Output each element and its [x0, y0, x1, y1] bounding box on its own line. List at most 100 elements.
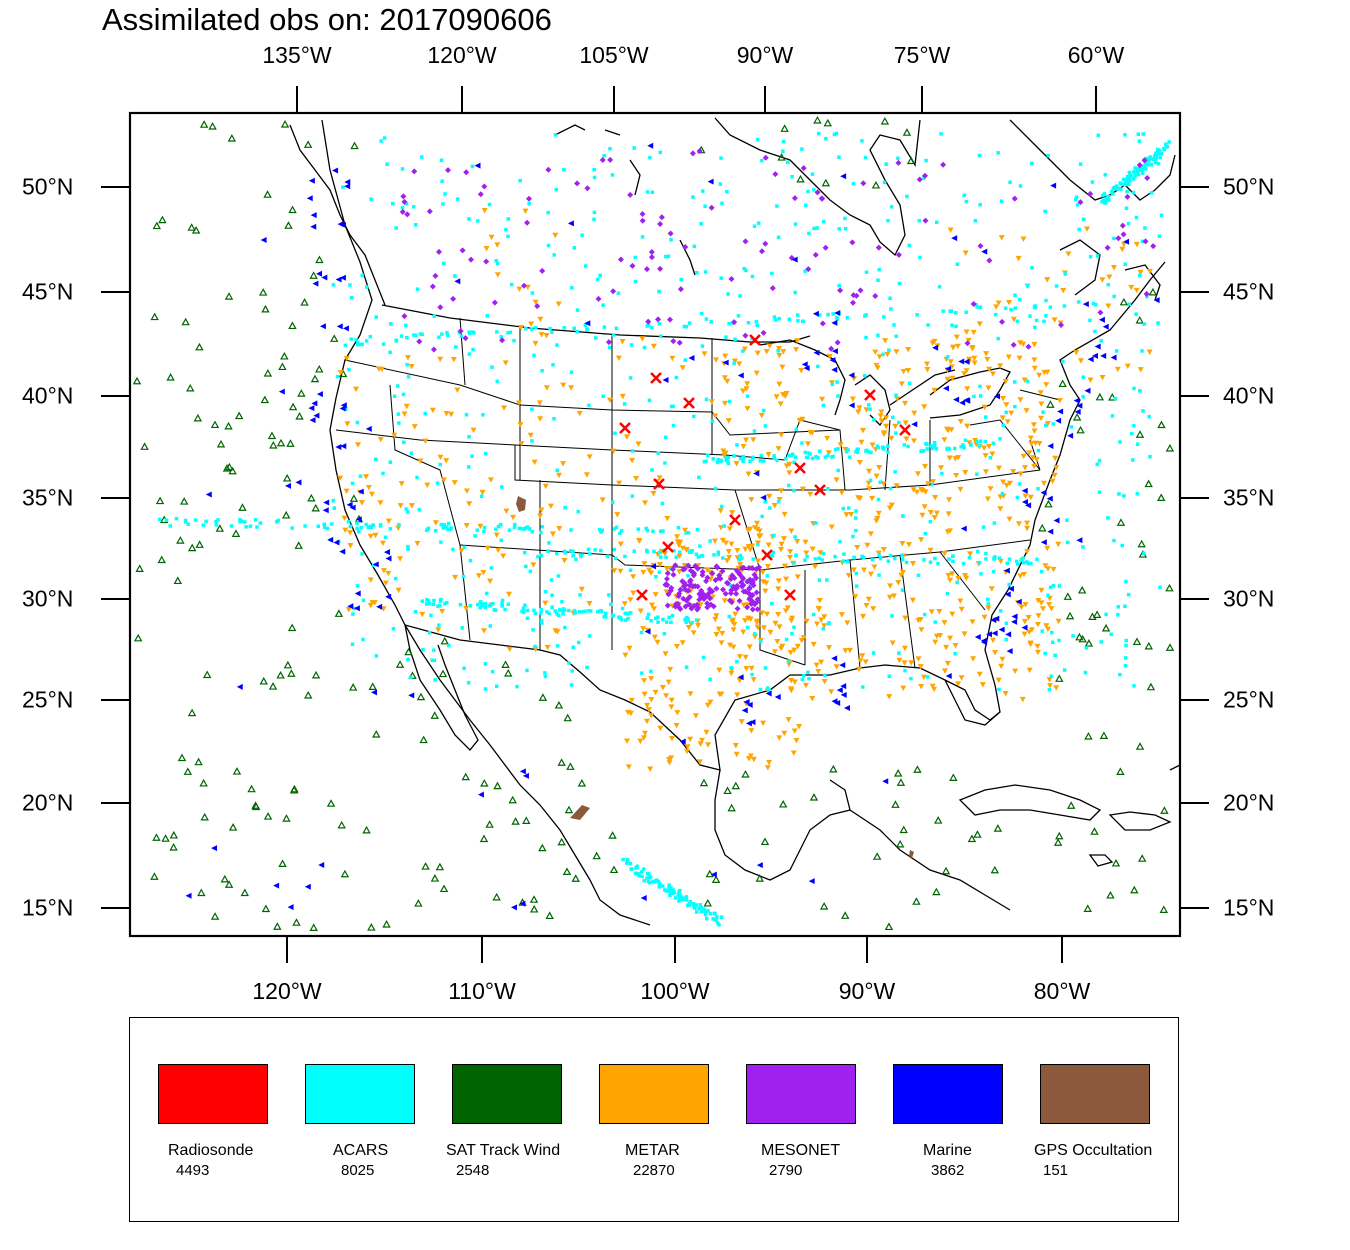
mesonet-marker — [728, 275, 735, 282]
mesonet-marker — [1104, 244, 1111, 251]
acars-marker — [592, 167, 596, 172]
metar-marker — [997, 363, 1004, 369]
metar-marker — [1120, 241, 1127, 248]
acars-marker — [699, 311, 704, 316]
metar-marker — [766, 493, 773, 500]
marine-marker — [474, 162, 481, 169]
acars-marker — [699, 222, 703, 226]
acars-marker — [1062, 668, 1067, 672]
acars-marker — [361, 637, 365, 642]
sat-track-wind-marker — [1157, 420, 1166, 429]
metar-marker — [913, 489, 920, 495]
acars-marker — [341, 185, 345, 189]
metar-marker — [984, 357, 991, 363]
acars-marker — [524, 564, 528, 569]
acars-marker — [762, 459, 766, 463]
sat-track-wind-marker — [780, 124, 789, 132]
acars-marker — [618, 531, 622, 536]
acars-marker — [992, 556, 996, 561]
gps-occultation-marker — [570, 805, 590, 820]
acars-marker — [571, 549, 575, 554]
acars-marker — [1049, 674, 1053, 679]
metar-marker — [437, 454, 444, 461]
acars-marker — [500, 604, 504, 608]
left-lat-label: 25°N — [22, 686, 74, 713]
metar-marker — [947, 635, 954, 642]
metar-marker — [927, 510, 934, 516]
acars-marker — [498, 522, 503, 527]
metar-marker — [549, 531, 556, 537]
metar-marker — [1137, 269, 1144, 276]
metar-marker — [1055, 618, 1062, 625]
radiosonde-marker — [794, 462, 806, 474]
acars-marker — [826, 453, 830, 458]
metar-marker — [647, 766, 654, 772]
acars-marker — [592, 217, 596, 222]
acars-marker — [1090, 180, 1095, 184]
metar-marker — [623, 434, 630, 440]
metar-marker — [946, 497, 953, 503]
metar-marker — [742, 546, 749, 553]
marine-marker — [774, 693, 781, 700]
acars-marker — [470, 164, 475, 169]
metar-marker — [668, 704, 675, 710]
metar-marker — [794, 539, 801, 545]
acars-marker — [1008, 180, 1012, 184]
metar-marker — [543, 333, 550, 339]
metar-marker — [463, 605, 470, 612]
acars-marker — [388, 350, 392, 355]
acars-marker — [633, 255, 637, 260]
metar-marker — [955, 575, 962, 582]
marine-marker — [355, 516, 362, 523]
acars-marker — [1116, 613, 1120, 617]
right-lat-label: 25°N — [1223, 686, 1275, 713]
mesonet-marker — [574, 180, 581, 187]
sat-track-wind-marker — [731, 781, 741, 790]
acars-marker — [415, 287, 420, 291]
acars-marker — [684, 895, 689, 899]
metar-marker — [744, 406, 751, 412]
metar-marker — [776, 735, 783, 741]
marine-marker — [812, 310, 819, 317]
sat-track-wind-marker — [949, 773, 958, 781]
acars-marker — [864, 313, 868, 317]
acars-marker — [587, 552, 592, 556]
sat-track-wind-marker — [152, 221, 162, 230]
acars-marker — [667, 615, 671, 620]
acars-marker — [348, 283, 352, 287]
metar-marker — [1046, 602, 1053, 608]
acars-marker — [626, 616, 630, 621]
acars-marker — [1120, 543, 1124, 548]
legend-label: GPS Occultation — [1034, 1142, 1153, 1159]
marine-marker — [640, 894, 647, 901]
cuba — [958, 784, 1102, 821]
marine-marker — [1040, 539, 1047, 546]
acars-marker — [371, 523, 375, 527]
acars-marker — [821, 219, 826, 224]
metar-marker — [964, 386, 971, 392]
acars-marker — [570, 669, 574, 673]
sat-track-wind-marker — [300, 298, 309, 306]
metar-marker — [674, 710, 681, 716]
marine-marker — [801, 361, 808, 368]
mesonet-marker — [681, 579, 688, 586]
acars-marker — [662, 632, 667, 636]
acars-marker — [443, 192, 447, 196]
acars-marker — [714, 918, 718, 923]
mesonet-marker — [857, 287, 864, 294]
acars-marker — [449, 526, 453, 530]
metar-marker — [1099, 277, 1106, 283]
metar-marker — [578, 586, 585, 593]
acars-marker — [793, 455, 798, 460]
acars-marker — [164, 518, 169, 522]
mesonet-marker — [746, 584, 753, 591]
acars-marker — [1144, 167, 1148, 171]
marine-marker — [951, 235, 958, 242]
mesonet-marker — [704, 604, 711, 611]
acars-marker — [374, 654, 379, 658]
sat-track-wind-marker — [1088, 612, 1097, 620]
metar-marker — [775, 446, 782, 452]
acars-marker — [388, 460, 393, 464]
legend-swatch — [893, 1064, 1003, 1124]
metar-marker — [493, 532, 500, 538]
